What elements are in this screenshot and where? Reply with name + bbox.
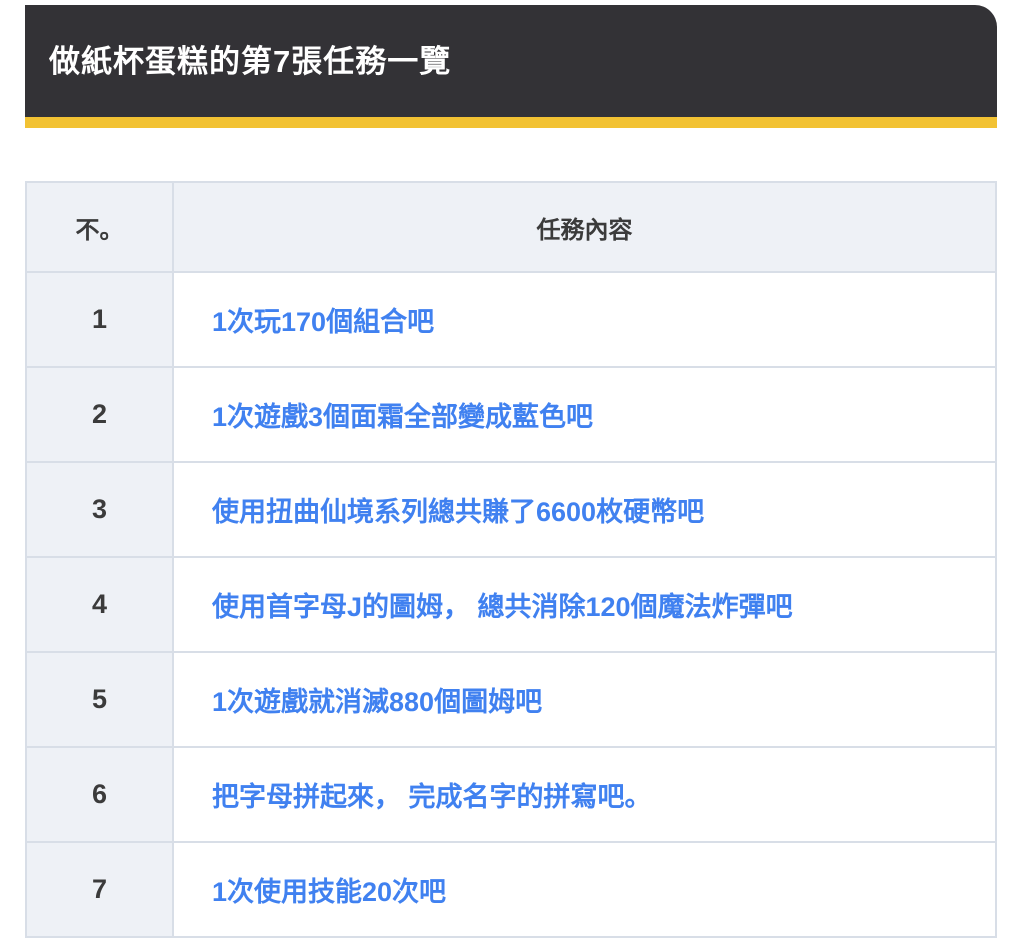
page-title-banner: 做紙杯蛋糕的第7張任務一覽 — [25, 5, 997, 128]
table-row: 1 1次玩170個組合吧 — [25, 271, 997, 368]
task-link[interactable]: 1次遊戲就消滅880個圖姆吧 — [212, 687, 543, 717]
task-link[interactable]: 把字母拼起來， 完成名字的拼寫吧。 — [212, 782, 652, 812]
row-number: 6 — [25, 746, 174, 843]
row-number: 4 — [25, 556, 174, 653]
row-number: 2 — [25, 366, 174, 463]
table-row: 4 使用首字母J的圖姆， 總共消除120個魔法炸彈吧 — [25, 556, 997, 653]
table-row: 7 1次使用技能20次吧 — [25, 841, 997, 938]
column-header-task: 任務內容 — [172, 181, 997, 273]
task-table: 不。 任務內容 1 1次玩170個組合吧 2 1次遊戲3個面霜全部變成藍色吧 3… — [25, 181, 997, 938]
task-link[interactable]: 使用扭曲仙境系列總共賺了6600枚硬幣吧 — [212, 497, 705, 527]
table-row: 3 使用扭曲仙境系列總共賺了6600枚硬幣吧 — [25, 461, 997, 558]
task-link[interactable]: 1次玩170個組合吧 — [212, 307, 435, 337]
table-row: 2 1次遊戲3個面霜全部變成藍色吧 — [25, 366, 997, 463]
row-number: 3 — [25, 461, 174, 558]
row-number: 5 — [25, 651, 174, 748]
task-link[interactable]: 1次遊戲3個面霜全部變成藍色吧 — [212, 402, 594, 432]
row-number: 1 — [25, 271, 174, 368]
table-row: 5 1次遊戲就消滅880個圖姆吧 — [25, 651, 997, 748]
column-header-no: 不。 — [25, 181, 174, 273]
table-row: 6 把字母拼起來， 完成名字的拼寫吧。 — [25, 746, 997, 843]
task-link[interactable]: 1次使用技能20次吧 — [212, 877, 447, 907]
table-header-row: 不。 任務內容 — [25, 181, 997, 273]
row-number: 7 — [25, 841, 174, 938]
task-link[interactable]: 使用首字母J的圖姆， 總共消除120個魔法炸彈吧 — [212, 592, 793, 622]
page-title: 做紙杯蛋糕的第7張任務一覽 — [49, 43, 452, 79]
